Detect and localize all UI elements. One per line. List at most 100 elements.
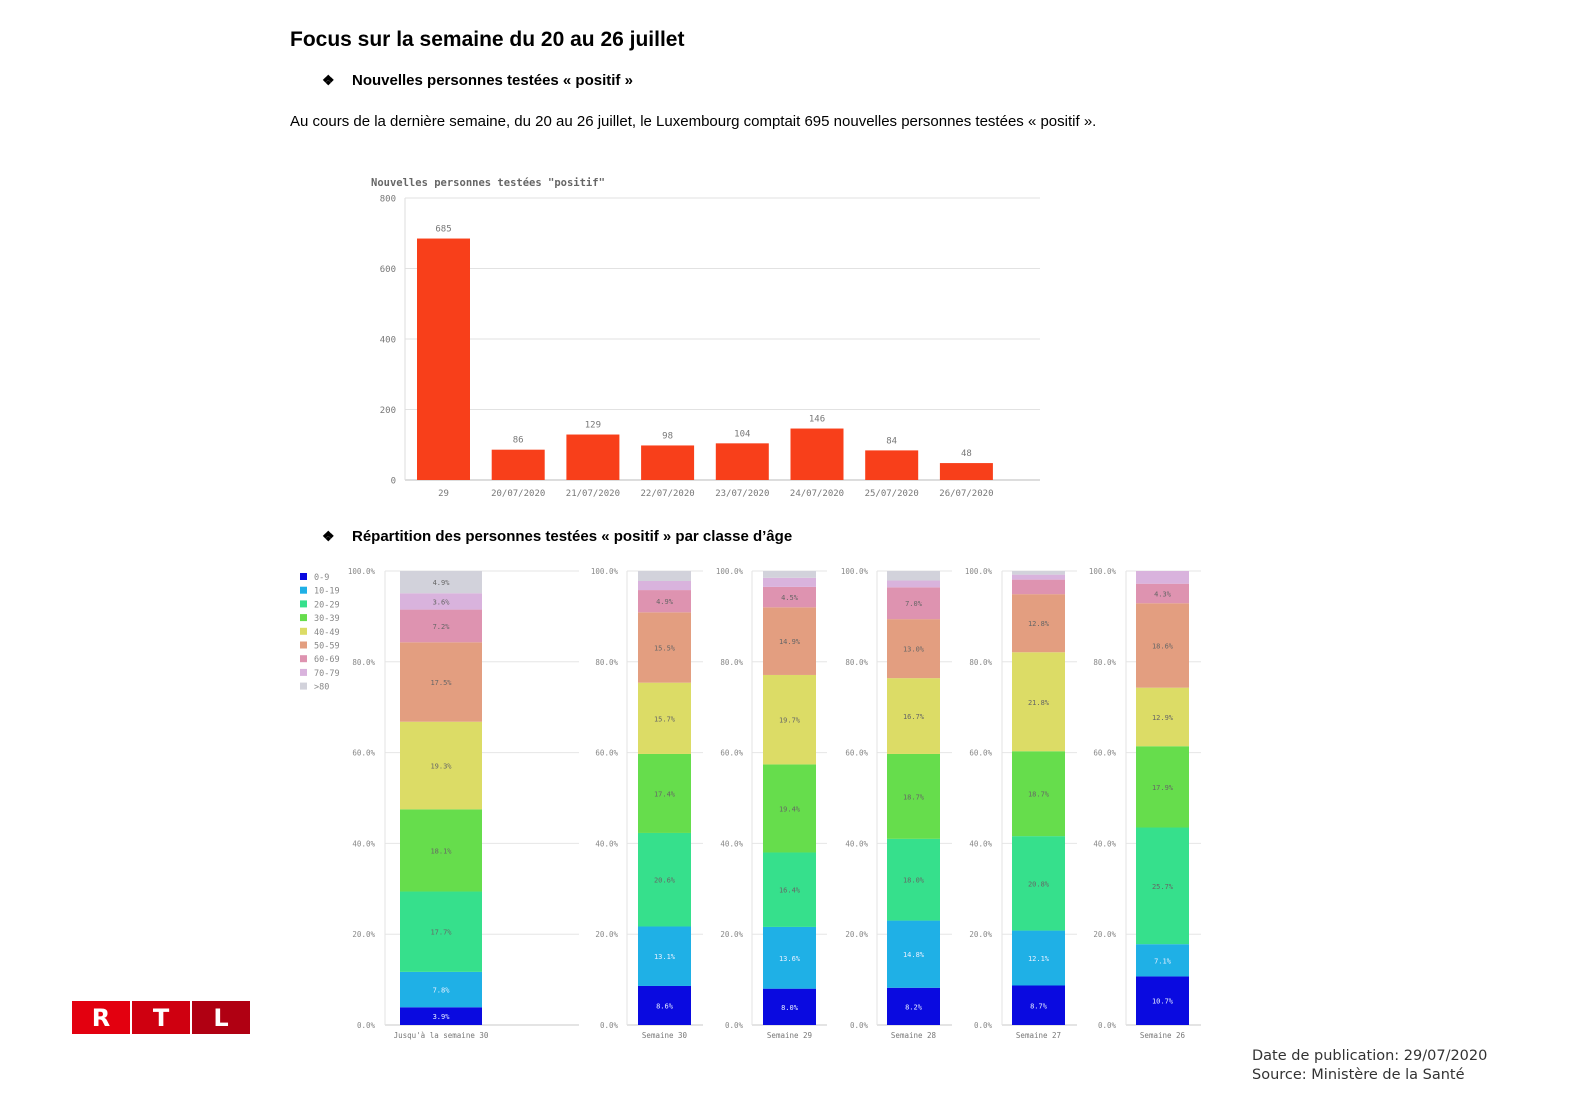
segment-label: 3.6%: [433, 598, 451, 606]
legend-label: 0-9: [314, 573, 329, 583]
segment-label: 15.5%: [654, 644, 676, 652]
segment-label: 17.4%: [654, 790, 676, 798]
x-tick-label: 24/07/2020: [790, 489, 844, 499]
stack-segment: [1012, 575, 1065, 580]
x-tick-label: 22/07/2020: [641, 489, 695, 499]
segment-label: 18.1%: [430, 847, 452, 855]
segment-label: 4.9%: [433, 579, 451, 587]
x-tick-label: 25/07/2020: [865, 489, 919, 499]
y-tick-label: 60.0%: [845, 749, 868, 758]
y-tick-label: 20.0%: [352, 930, 375, 939]
page-title: Focus sur la semaine du 20 au 26 juillet: [290, 28, 684, 52]
y-tick-label: 100.0%: [965, 567, 993, 576]
y-tick-label: 80.0%: [720, 658, 743, 667]
segment-label: 8.7%: [1030, 1002, 1048, 1010]
legend-swatch: [300, 600, 307, 607]
legend-swatch: [300, 683, 307, 690]
section-heading-text: Nouvelles personnes testées « positif »: [352, 72, 633, 89]
segment-label: 10.7%: [1152, 998, 1174, 1006]
segment-label: 13.0%: [903, 646, 925, 654]
stack-segment: [1012, 580, 1065, 595]
legend-swatch: [300, 587, 307, 594]
y-tick-label: 400: [380, 336, 396, 346]
bar-value-label: 129: [585, 421, 601, 431]
legend-label: >80: [314, 683, 329, 693]
y-tick-label: 200: [380, 406, 396, 416]
stacked-panel: 0.0% 20.0% 40.0% 60.0% 80.0% 100.0% 8.0% 13.6% 1…: [716, 567, 827, 1040]
footer: Date de publication: 29/07/2020 Source: …: [1252, 1047, 1487, 1085]
legend-swatch: [300, 655, 307, 662]
section-heading-age-distribution: ❖ Répartition des personnes testées « pos…: [322, 528, 792, 545]
segment-label: 19.7%: [779, 717, 801, 725]
source-text: Source: Ministère de la Santé: [1252, 1066, 1487, 1085]
segment-label: 16.7%: [903, 713, 925, 721]
bar-value-label: 48: [961, 449, 972, 459]
bullet-diamond-icon: ❖: [322, 72, 352, 89]
segment-label: 8.2%: [905, 1003, 923, 1011]
stack-segment: [887, 581, 940, 588]
y-tick-label: 60.0%: [720, 749, 743, 758]
y-tick-label: 40.0%: [845, 839, 868, 848]
y-tick-label: 20.0%: [969, 930, 992, 939]
stack-segment: [887, 571, 940, 581]
x-tick-label: Semaine 26: [1140, 1031, 1186, 1040]
legend-label: 50-59: [314, 642, 340, 652]
y-tick-label: 0.0%: [850, 1021, 869, 1030]
bar-value-label: 104: [734, 429, 750, 439]
segment-label: 4.3%: [1154, 590, 1172, 598]
y-tick-label: 20.0%: [720, 930, 743, 939]
y-tick-label: 100.0%: [841, 567, 869, 576]
y-tick-label: 40.0%: [595, 839, 618, 848]
x-tick-label: 26/07/2020: [939, 489, 993, 499]
segment-label: 20.8%: [1028, 880, 1050, 888]
y-tick-label: 0.0%: [974, 1021, 993, 1030]
legend-label: 30-39: [314, 614, 340, 624]
x-tick-label: 20/07/2020: [491, 489, 545, 499]
legend-label: 40-49: [314, 628, 340, 638]
segment-label: 12.8%: [1028, 620, 1050, 628]
publication-date: Date de publication: 29/07/2020: [1252, 1047, 1487, 1066]
stacked-panel: 0.0%20.0%40.0%60.0%80.0%100.0%10.7%7.1%2…: [1089, 567, 1201, 1040]
y-tick-label: 600: [380, 265, 396, 275]
segment-label: 8.6%: [656, 1002, 674, 1010]
bar: [716, 443, 769, 480]
segment-label: 7.8%: [433, 987, 451, 995]
bar-value-label: 98: [662, 431, 673, 441]
segment-label: 12.1%: [1028, 955, 1050, 963]
stack-segment: [638, 571, 691, 581]
y-tick-label: 80.0%: [969, 658, 992, 667]
x-tick-label: Semaine 27: [1016, 1031, 1061, 1040]
legend-swatch: [300, 669, 307, 676]
segment-label: 7.2%: [433, 623, 451, 631]
bar: [417, 239, 470, 480]
segment-label: 7.0%: [905, 600, 923, 608]
stacked-panel: 0.0%20.0%40.0%60.0%80.0%100.0%8.6%13.1%2…: [591, 567, 703, 1040]
bar: [566, 435, 619, 480]
segment-label: 14.9%: [779, 638, 801, 646]
legend-label: 60-69: [314, 655, 340, 665]
y-tick-label: 100.0%: [716, 567, 744, 576]
segment-label: 16.4%: [779, 887, 801, 895]
y-tick-label: 0.0%: [1098, 1021, 1117, 1030]
chart-title: Nouvelles personnes testées "positif": [371, 177, 605, 189]
y-tick-label: 40.0%: [969, 839, 992, 848]
segment-label: 18.6%: [1152, 642, 1174, 650]
y-tick-label: 80.0%: [352, 658, 375, 667]
y-tick-label: 80.0%: [1093, 658, 1116, 667]
y-tick-label: 0.0%: [357, 1021, 376, 1030]
legend-label: 10-19: [314, 587, 340, 597]
y-tick-label: 40.0%: [720, 839, 743, 848]
x-tick-label: Semaine 28: [891, 1031, 937, 1040]
segment-label: 3.9%: [433, 1013, 451, 1021]
segment-label: 21.8%: [1028, 699, 1050, 707]
y-tick-label: 0: [391, 477, 396, 487]
summary-paragraph: Au cours de la dernière semaine, du 20 a…: [290, 110, 1110, 134]
stack-segment: [1012, 571, 1065, 575]
segment-label: 19.4%: [779, 805, 801, 813]
rtl-logo: R T L: [72, 1001, 250, 1034]
bar-value-label: 146: [809, 415, 825, 425]
bar: [641, 445, 694, 480]
stack-segment: [763, 571, 816, 578]
y-tick-label: 100.0%: [348, 567, 376, 576]
segment-label: 19.3%: [430, 763, 452, 771]
